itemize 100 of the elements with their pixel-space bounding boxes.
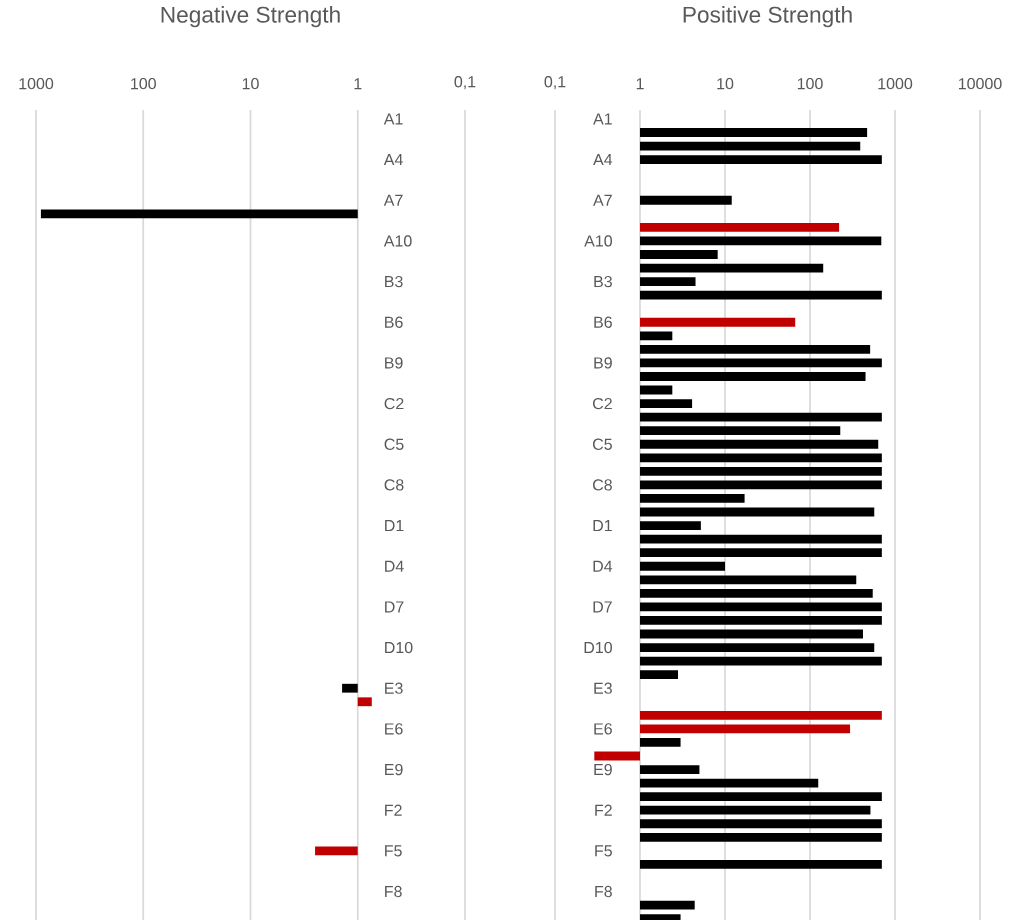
bar — [640, 670, 679, 680]
bar — [640, 575, 857, 585]
bar — [640, 561, 725, 571]
bar — [640, 738, 681, 747]
chart-title: Negative Strength — [161, 6, 340, 28]
y-tick-label: A7 — [383, 194, 403, 206]
y-tick-label: A4 — [383, 154, 403, 166]
bar — [640, 372, 866, 381]
x-tick-label: 100 — [131, 77, 156, 90]
x-tick-label: 10 — [717, 77, 734, 90]
bar — [640, 466, 882, 476]
bar — [640, 426, 841, 436]
bar — [640, 480, 882, 490]
y-tick-label: B9 — [385, 357, 403, 369]
x-tick-label: 1 — [636, 78, 644, 90]
y-tick-label: E6 — [594, 723, 612, 735]
y-tick-label: D10 — [385, 641, 413, 654]
y-tick-label: A10 — [383, 235, 412, 247]
y-tick-label: C8 — [592, 479, 612, 491]
bar — [640, 236, 882, 246]
y-tick-label: C2 — [592, 397, 612, 410]
bar — [640, 819, 882, 829]
bar — [315, 846, 358, 856]
y-tick-label: D1 — [593, 520, 612, 532]
bar — [640, 778, 819, 788]
x-tick-label: 1000 — [19, 77, 54, 90]
bar — [640, 792, 882, 802]
bar — [640, 860, 882, 869]
bar — [357, 697, 372, 707]
bar — [40, 209, 358, 219]
bar — [640, 629, 863, 639]
y-tick-label: B6 — [594, 316, 612, 328]
y-tick-label: D7 — [385, 601, 404, 613]
y-tick-label: A4 — [593, 154, 613, 166]
bar — [640, 521, 701, 530]
bar — [640, 141, 861, 151]
y-tick-label: C5 — [592, 438, 612, 450]
y-tick-label: B6 — [385, 316, 403, 328]
y-tick-label: B3 — [385, 275, 403, 288]
y-tick-label: E3 — [385, 682, 403, 694]
y-tick-label: E6 — [385, 723, 403, 735]
bar — [640, 548, 882, 558]
bar — [640, 155, 882, 165]
bar — [640, 290, 882, 300]
bar — [640, 710, 882, 720]
bar — [640, 588, 873, 598]
x-tick-label: 1000 — [878, 77, 913, 90]
bar — [594, 751, 640, 761]
y-tick-label: A1 — [383, 113, 403, 125]
y-tick-label: E3 — [594, 682, 612, 694]
y-tick-label: F8 — [385, 885, 402, 898]
bar — [640, 643, 875, 652]
bar — [640, 832, 882, 842]
y-tick-label: D4 — [385, 560, 404, 572]
bar — [640, 399, 693, 408]
bar — [640, 724, 851, 734]
bar — [640, 317, 796, 327]
y-tick-label: A7 — [593, 194, 612, 206]
bar — [640, 358, 882, 368]
y-tick-label: C2 — [384, 397, 404, 410]
y-tick-label: B9 — [594, 357, 612, 369]
bar — [640, 195, 732, 205]
bar — [640, 534, 882, 544]
bar — [640, 602, 882, 612]
bar — [640, 331, 673, 341]
bar — [640, 439, 879, 449]
y-tick-label: E9 — [385, 763, 403, 776]
y-tick-label: A10 — [584, 235, 613, 247]
bar — [640, 656, 882, 666]
x-tick-label: 0,1 — [454, 76, 476, 90]
y-tick-label: F2 — [595, 804, 612, 816]
bar — [640, 412, 882, 422]
y-tick-label: F5 — [385, 845, 402, 857]
bar — [640, 494, 745, 503]
y-tick-label: A1 — [593, 113, 612, 125]
x-tick-label: 1 — [354, 78, 362, 90]
bar — [640, 222, 840, 232]
bar — [640, 344, 871, 354]
y-tick-label: B3 — [594, 275, 612, 288]
bar — [640, 805, 871, 815]
x-tick-label: 100 — [797, 77, 823, 90]
y-tick-label: F5 — [595, 845, 612, 857]
bar — [640, 385, 673, 395]
bar — [342, 683, 358, 693]
bar — [640, 128, 868, 137]
bar — [640, 263, 824, 273]
y-tick-label: E9 — [594, 763, 612, 776]
x-tick-label: 10000 — [958, 77, 1002, 90]
bar — [640, 900, 695, 910]
y-tick-label: C8 — [384, 479, 404, 491]
y-tick-label: F8 — [595, 885, 612, 898]
y-tick-label: D7 — [593, 601, 612, 613]
bar — [640, 277, 696, 286]
y-tick-label: F2 — [385, 804, 402, 816]
chart-title: Positive Strength — [683, 6, 852, 28]
bar — [640, 616, 882, 625]
y-tick-label: D10 — [584, 641, 613, 654]
bar — [640, 765, 700, 774]
x-tick-label: 10 — [242, 77, 259, 90]
bar — [640, 507, 875, 517]
